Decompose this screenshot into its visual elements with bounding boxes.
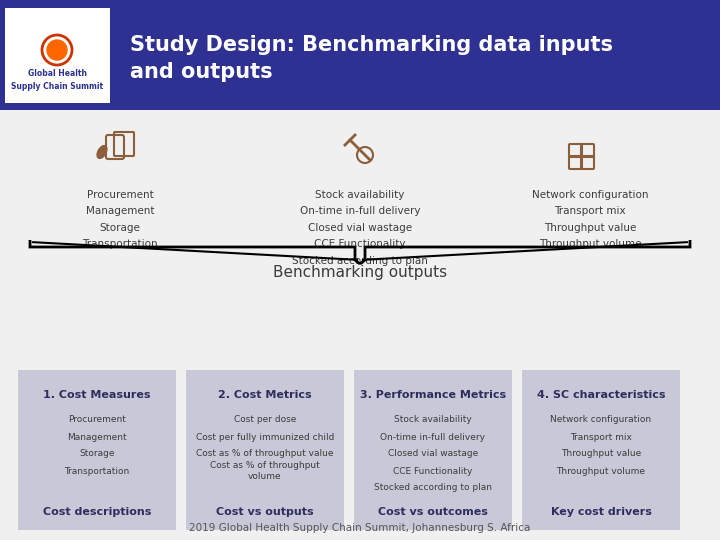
FancyBboxPatch shape — [186, 370, 344, 530]
Text: Cost as % of throughput value: Cost as % of throughput value — [197, 449, 334, 458]
Text: 2. Cost Metrics: 2. Cost Metrics — [218, 390, 312, 400]
Text: Procurement: Procurement — [68, 415, 126, 424]
FancyBboxPatch shape — [0, 110, 720, 540]
Text: Cost per fully immunized child: Cost per fully immunized child — [196, 433, 334, 442]
Text: Cost per dose: Cost per dose — [234, 415, 296, 424]
Ellipse shape — [97, 146, 107, 158]
FancyBboxPatch shape — [5, 8, 110, 103]
Text: On-time in-full delivery: On-time in-full delivery — [380, 433, 485, 442]
Text: Key cost drivers: Key cost drivers — [551, 507, 652, 517]
Circle shape — [47, 40, 67, 60]
Text: Stocked according to plan: Stocked according to plan — [374, 483, 492, 492]
FancyBboxPatch shape — [354, 370, 512, 530]
Text: Cost descriptions: Cost descriptions — [42, 507, 151, 517]
Text: Cost as % of throughput
volume: Cost as % of throughput volume — [210, 461, 320, 481]
Text: Study Design: Benchmarking data inputs: Study Design: Benchmarking data inputs — [130, 35, 613, 55]
Text: Management: Management — [67, 433, 127, 442]
Text: 2019 Global Health Supply Chain Summit, Johannesburg S. Africa: 2019 Global Health Supply Chain Summit, … — [189, 523, 531, 533]
Text: Throughput value: Throughput value — [561, 449, 641, 458]
Text: 1. Cost Measures: 1. Cost Measures — [43, 390, 150, 400]
Text: Throughput volume: Throughput volume — [557, 467, 646, 476]
Text: Network configuration
Transport mix
Throughput value
Throughput volume: Network configuration Transport mix Thro… — [532, 190, 648, 249]
Text: Stock availability
On-time in-full delivery
Closed vial wastage
CCE Functionalit: Stock availability On-time in-full deliv… — [292, 190, 428, 266]
Text: Stock availability: Stock availability — [394, 415, 472, 424]
Text: Cost vs outputs: Cost vs outputs — [216, 507, 314, 517]
Text: Benchmarking outputs: Benchmarking outputs — [273, 265, 447, 280]
Text: Transport mix: Transport mix — [570, 433, 632, 442]
Text: Storage: Storage — [79, 449, 114, 458]
FancyBboxPatch shape — [0, 0, 720, 110]
Text: Transportation: Transportation — [64, 467, 130, 476]
Text: Network configuration: Network configuration — [550, 415, 652, 424]
Text: Cost vs outcomes: Cost vs outcomes — [378, 507, 488, 517]
Text: Closed vial wastage: Closed vial wastage — [388, 449, 478, 458]
Text: 3. Performance Metrics: 3. Performance Metrics — [360, 390, 506, 400]
Text: Procurement
Management
Storage
Transportation: Procurement Management Storage Transport… — [82, 190, 158, 249]
Text: 4. SC characteristics: 4. SC characteristics — [536, 390, 665, 400]
Text: and outputs: and outputs — [130, 62, 273, 82]
FancyBboxPatch shape — [522, 370, 680, 530]
Text: CCE Functionality: CCE Functionality — [393, 467, 473, 476]
FancyBboxPatch shape — [18, 370, 176, 530]
Text: Global Health
Supply Chain Summit: Global Health Supply Chain Summit — [11, 69, 103, 91]
